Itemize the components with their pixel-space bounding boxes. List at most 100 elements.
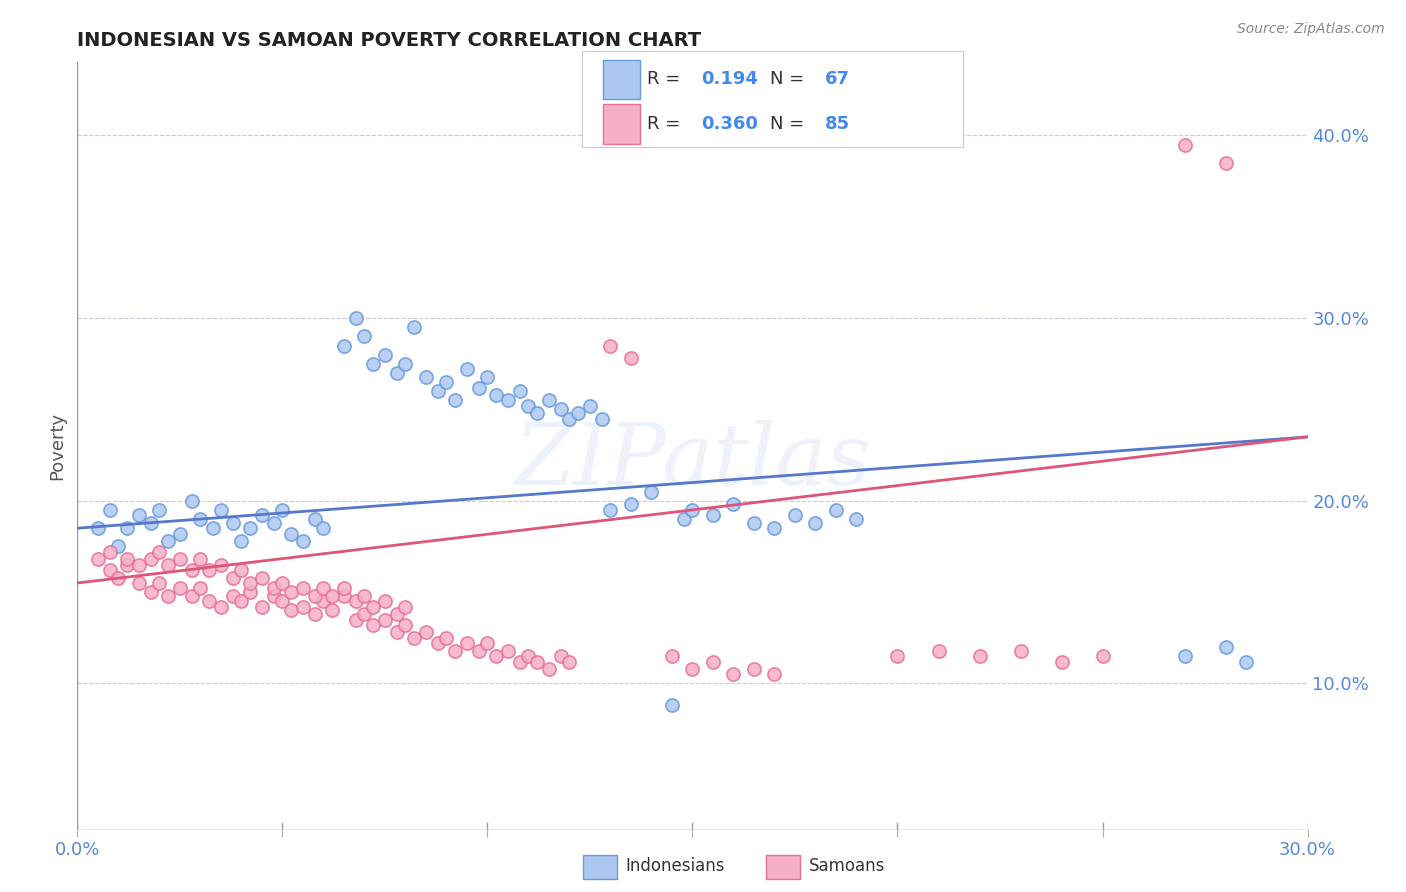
Point	[312, 594, 335, 608]
Point	[427, 636, 450, 650]
Text: N =: N =	[770, 70, 810, 88]
Point	[304, 607, 326, 621]
Point	[333, 338, 356, 352]
Point	[1215, 156, 1237, 170]
Point	[239, 521, 262, 535]
Text: Samoans: Samoans	[808, 857, 884, 875]
Point	[169, 582, 191, 596]
Point	[361, 357, 384, 371]
Point	[783, 508, 806, 523]
Point	[394, 357, 416, 371]
Point	[291, 582, 314, 596]
Point	[169, 526, 191, 541]
Text: Indonesians: Indonesians	[626, 857, 725, 875]
Point	[222, 589, 245, 603]
Point	[271, 576, 294, 591]
Point	[148, 576, 170, 591]
Point	[661, 648, 683, 663]
Point	[231, 533, 253, 548]
Point	[443, 643, 465, 657]
Point	[402, 631, 425, 645]
Point	[567, 406, 589, 420]
Point	[1050, 655, 1073, 669]
Point	[312, 582, 335, 596]
Point	[484, 388, 508, 402]
Point	[344, 594, 367, 608]
Text: N =: N =	[770, 114, 810, 133]
Point	[550, 648, 572, 663]
Point	[1174, 648, 1197, 663]
Point	[723, 667, 745, 681]
Point	[443, 393, 465, 408]
Point	[763, 521, 786, 535]
Point	[526, 655, 548, 669]
Point	[148, 545, 170, 559]
Point	[141, 552, 163, 566]
Point	[271, 594, 294, 608]
Point	[558, 411, 581, 425]
Point	[333, 582, 356, 596]
Point	[825, 503, 848, 517]
Point	[291, 599, 314, 614]
Text: INDONESIAN VS SAMOAN POVERTY CORRELATION CHART: INDONESIAN VS SAMOAN POVERTY CORRELATION…	[77, 30, 702, 50]
Point	[222, 516, 245, 530]
Point	[209, 503, 232, 517]
Point	[456, 636, 478, 650]
Point	[468, 380, 491, 394]
Point	[321, 603, 343, 617]
Point	[640, 484, 662, 499]
Point	[1091, 648, 1114, 663]
Point	[361, 599, 384, 614]
Point	[263, 582, 285, 596]
Point	[239, 585, 262, 599]
Point	[321, 589, 343, 603]
Point	[304, 512, 326, 526]
Point	[484, 648, 508, 663]
Point	[550, 402, 572, 417]
Point	[928, 643, 950, 657]
Text: ZIPatlas: ZIPatlas	[513, 420, 872, 503]
Point	[115, 558, 138, 572]
Point	[661, 698, 683, 713]
Point	[291, 533, 314, 548]
Point	[250, 508, 273, 523]
Point	[107, 570, 129, 584]
Point	[333, 589, 356, 603]
Point	[385, 366, 409, 380]
Text: R =: R =	[647, 70, 686, 88]
Point	[763, 667, 786, 681]
Point	[702, 655, 724, 669]
Point	[374, 348, 396, 362]
Point	[742, 516, 765, 530]
Point	[188, 552, 212, 566]
Point	[742, 662, 765, 676]
Point	[436, 631, 458, 645]
Point	[385, 607, 409, 621]
Point	[1174, 137, 1197, 152]
Point	[148, 503, 170, 517]
Text: 67: 67	[825, 70, 851, 88]
Point	[312, 521, 335, 535]
Text: R =: R =	[647, 114, 686, 133]
Point	[141, 516, 163, 530]
Point	[969, 648, 991, 663]
Point	[280, 603, 302, 617]
Point	[620, 498, 643, 512]
Point	[115, 521, 138, 535]
Point	[209, 558, 232, 572]
Point	[98, 503, 121, 517]
Point	[509, 655, 531, 669]
Point	[682, 503, 704, 517]
Text: Source: ZipAtlas.com: Source: ZipAtlas.com	[1237, 22, 1385, 37]
Point	[209, 599, 232, 614]
Point	[263, 516, 285, 530]
Point	[477, 369, 499, 384]
Point	[620, 351, 643, 366]
Point	[201, 521, 224, 535]
Point	[263, 589, 285, 603]
Text: 0.360: 0.360	[702, 114, 758, 133]
Point	[353, 329, 375, 343]
Point	[250, 599, 273, 614]
Point	[374, 613, 396, 627]
Point	[353, 607, 375, 621]
